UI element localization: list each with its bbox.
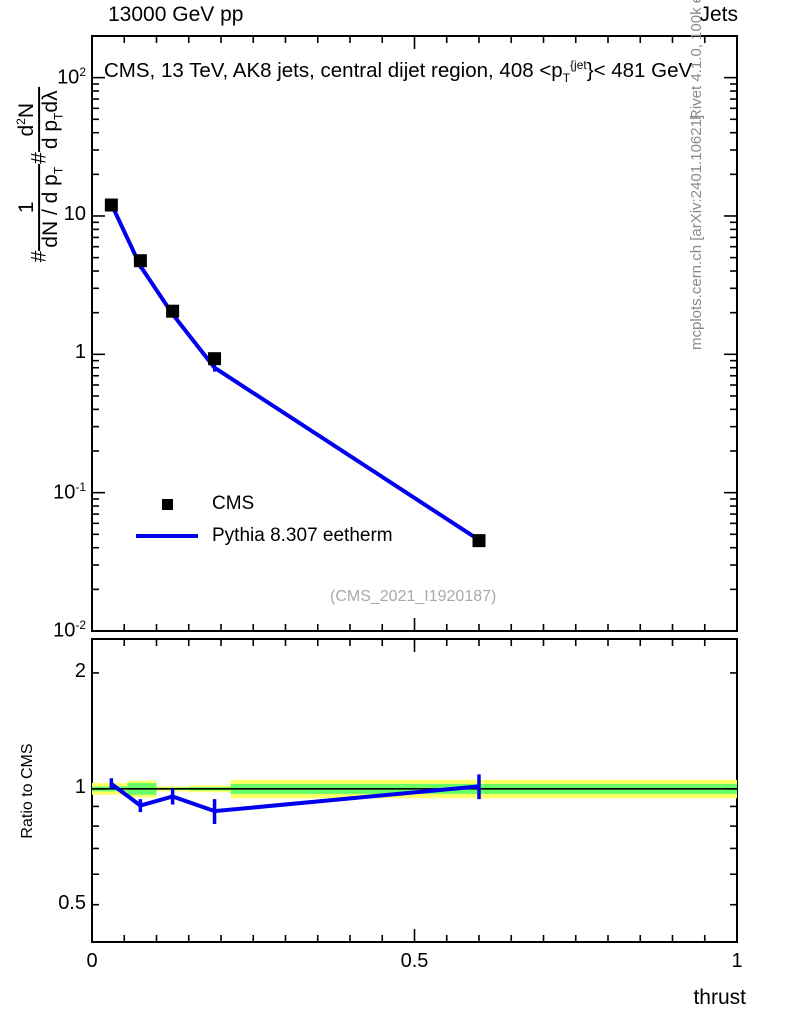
plot-title: CMS, 13 TeV, AK8 jets, central dijet reg…	[104, 58, 692, 85]
data-marker-square	[166, 304, 180, 318]
x-tick-label-1: 0.5	[400, 950, 429, 972]
y-tick-label-main-1: 10-1	[53, 479, 86, 504]
data-marker-square	[472, 534, 486, 548]
plot-title-sup: {jet	[570, 58, 587, 72]
legend-entry-cms[interactable]: CMS	[128, 488, 393, 520]
y-tick-label-main-4: 102	[57, 64, 86, 89]
header-collider-label: 13000 GeV pp	[108, 3, 244, 26]
plot-title-post: }< 481 GeV	[586, 58, 693, 82]
legend-marker-line-icon	[128, 534, 206, 538]
x-tick-label-2: 1	[731, 950, 743, 972]
plot-title-pre: CMS, 13 TeV, AK8 jets, central dijet reg…	[104, 58, 563, 82]
mc-prediction-line	[109, 203, 481, 542]
main-plot-panel	[91, 35, 738, 632]
y-tick-label-ratio-0: 0.5	[58, 891, 86, 914]
plot-title-sub: T	[562, 70, 571, 85]
data-marker-square	[133, 254, 147, 268]
legend-entry-pythia[interactable]: Pythia 8.307 eetherm	[128, 520, 393, 552]
data-marker-square	[104, 198, 118, 212]
y-tick-label-main-2: 1	[74, 341, 86, 364]
y-tick-labels-main: 10-2 10-1 1 10 102	[0, 0, 86, 1024]
data-marker-square	[208, 352, 222, 366]
x-axis-label: thrust	[693, 986, 746, 1009]
analysis-id-watermark: (CMS_2021_I1920187)	[330, 588, 497, 605]
y-tick-label-main-3: 10	[63, 202, 86, 225]
y-tick-label-main-0: 10-2	[53, 618, 86, 642]
legend-label-pythia: Pythia 8.307 eetherm	[212, 525, 393, 546]
y-tick-label-ratio-2: 2	[74, 659, 86, 682]
y-tick-label-ratio-1: 1	[74, 775, 86, 798]
legend-label-cms: CMS	[212, 493, 255, 514]
y-tick-labels-ratio: 0.5 1 2	[0, 0, 86, 1024]
header-category-label: Jets	[699, 3, 738, 26]
legend-marker-square-icon	[128, 498, 206, 510]
legend: CMS Pythia 8.307 eetherm	[128, 488, 393, 552]
x-tick-label-0: 0	[86, 950, 98, 972]
